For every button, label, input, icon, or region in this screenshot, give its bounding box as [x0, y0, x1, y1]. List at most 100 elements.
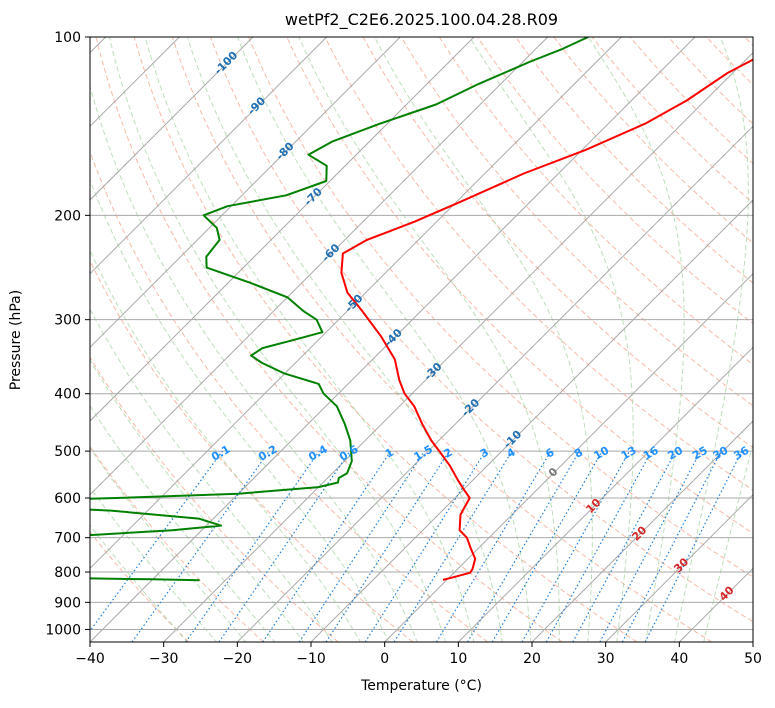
mixing-ratio-lines	[90, 450, 743, 642]
x-axis-label: Temperature (°C)	[361, 678, 482, 694]
dry-adiabat	[248, 37, 753, 578]
moist-adiabat	[90, 447, 247, 642]
moist-adiabat	[90, 308, 333, 642]
moist-adiabat	[674, 37, 749, 642]
isotherm-label: -30	[421, 360, 444, 383]
x-tick-label: 10	[449, 651, 467, 667]
background-lines	[90, 37, 753, 642]
isotherm-label: 20	[629, 523, 649, 543]
dry-adiabat	[744, 37, 753, 47]
y-tick-label: 100	[54, 30, 81, 46]
mixing-ratio-line	[466, 450, 580, 642]
mixing-ratio-line	[364, 450, 486, 642]
isotherm-line	[90, 37, 549, 496]
dry-adiabat	[90, 531, 190, 642]
moist-adiabat	[587, 37, 685, 642]
isotherm-line	[752, 641, 753, 642]
isotherm-line	[90, 37, 254, 201]
mixing-ratio-line	[435, 450, 552, 642]
x-tick-label: 40	[670, 651, 688, 667]
moist-adiabat	[90, 524, 188, 642]
y-tick-label: 400	[54, 387, 81, 403]
dry-adiabat	[591, 37, 753, 204]
isotherm-line	[310, 199, 753, 642]
isotherm-line	[384, 272, 753, 642]
mixing-ratio-label: 20	[665, 444, 685, 463]
isotherm-label: -90	[245, 94, 268, 117]
mixing-ratio-line	[572, 450, 677, 642]
moist-adiabat	[90, 84, 418, 642]
dry-adiabat	[90, 356, 339, 642]
isotherm-line	[90, 37, 622, 570]
y-tick-label: 1000	[45, 622, 81, 638]
isotherm-label: -100	[212, 48, 241, 77]
mixing-ratio-line	[325, 450, 450, 642]
mixing-ratio-line	[621, 450, 722, 642]
profile-series	[90, 37, 753, 582]
x-tick-label: 0	[380, 651, 389, 667]
mixing-ratio-label: 16	[641, 444, 661, 463]
x-tick-label: 50	[744, 651, 762, 667]
isotherm-line	[163, 51, 753, 642]
dry-adiabat	[210, 37, 753, 623]
plot-frame	[89, 36, 754, 643]
moist-adiabat	[373, 37, 593, 642]
isotherm-line	[605, 493, 753, 642]
y-tick-label: 800	[54, 565, 81, 581]
dry-adiabat	[90, 150, 488, 642]
moist-adiabat	[90, 486, 218, 642]
mixing-ratio-label: 13	[619, 444, 639, 463]
mixing-ratio-line	[90, 450, 223, 632]
dry-adiabat	[706, 37, 753, 86]
mixing-ratio-label: 10	[591, 444, 611, 463]
dry-adiabat	[95, 37, 563, 642]
moist-adiabat	[144, 37, 475, 642]
isotherm-label: -80	[273, 139, 296, 162]
mixing-ratio-line	[393, 450, 513, 642]
dry-adiabat	[477, 37, 753, 325]
mixing-ratio-label: 1	[383, 446, 396, 461]
x-tick-label: −30	[149, 651, 179, 667]
mixing-ratio-line	[218, 450, 351, 642]
moist-adiabat	[90, 178, 390, 642]
moist-adiabat	[703, 441, 753, 642]
isotherm-line	[236, 125, 753, 642]
y-axis-label-wrap: Pressure (hPa)	[6, 290, 26, 390]
moist-adiabat	[186, 37, 503, 642]
moist-adiabat	[237, 37, 532, 642]
isotherm-line	[90, 37, 328, 275]
mixing-ratio-label: 8	[572, 446, 585, 461]
mixing-ratio-line	[521, 450, 631, 642]
isotherm-line	[90, 37, 696, 642]
isotherm-label: -10	[501, 428, 524, 451]
mixing-ratio-line	[545, 450, 653, 642]
isotherm-label: 10	[583, 496, 603, 516]
y-tick-label: 500	[54, 444, 81, 460]
isotherm-label: -40	[382, 326, 405, 349]
isotherm-label: -60	[319, 241, 342, 264]
mixing-ratio-line	[262, 450, 392, 642]
mixing-ratio-label: 6	[543, 445, 556, 460]
x-tick-label: −40	[75, 651, 105, 667]
dry-adiabat	[400, 37, 753, 407]
y-tick-label: 300	[54, 313, 81, 329]
mixing-ratio-label: 0.6	[337, 442, 361, 463]
x-tick-label: 30	[597, 651, 615, 667]
y-axis-label: Pressure (hPa)	[8, 289, 24, 391]
dry-adiabat	[438, 37, 753, 365]
moist-adiabat	[90, 249, 362, 642]
x-tick-label: −10	[296, 651, 326, 667]
dry-adiabat	[171, 37, 712, 642]
mixing-ratio-label: 3	[478, 446, 491, 461]
isotherm-line	[531, 420, 753, 642]
axes: −40 −30 −20 −10 0 10 20 30 40 5010020030040050060…	[45, 30, 762, 667]
y-tick-label: 200	[54, 208, 81, 224]
isotherm-line	[90, 37, 401, 349]
dry-adiabat	[553, 37, 753, 244]
mixing-ratio-label: 0.2	[256, 443, 279, 464]
chart-title: wetPf2_C2E6.2025.100.04.28.R09	[284, 10, 559, 29]
isotherm-label: -20	[459, 396, 482, 419]
temperature-profile	[340, 58, 753, 581]
isotherm-line	[90, 37, 475, 422]
